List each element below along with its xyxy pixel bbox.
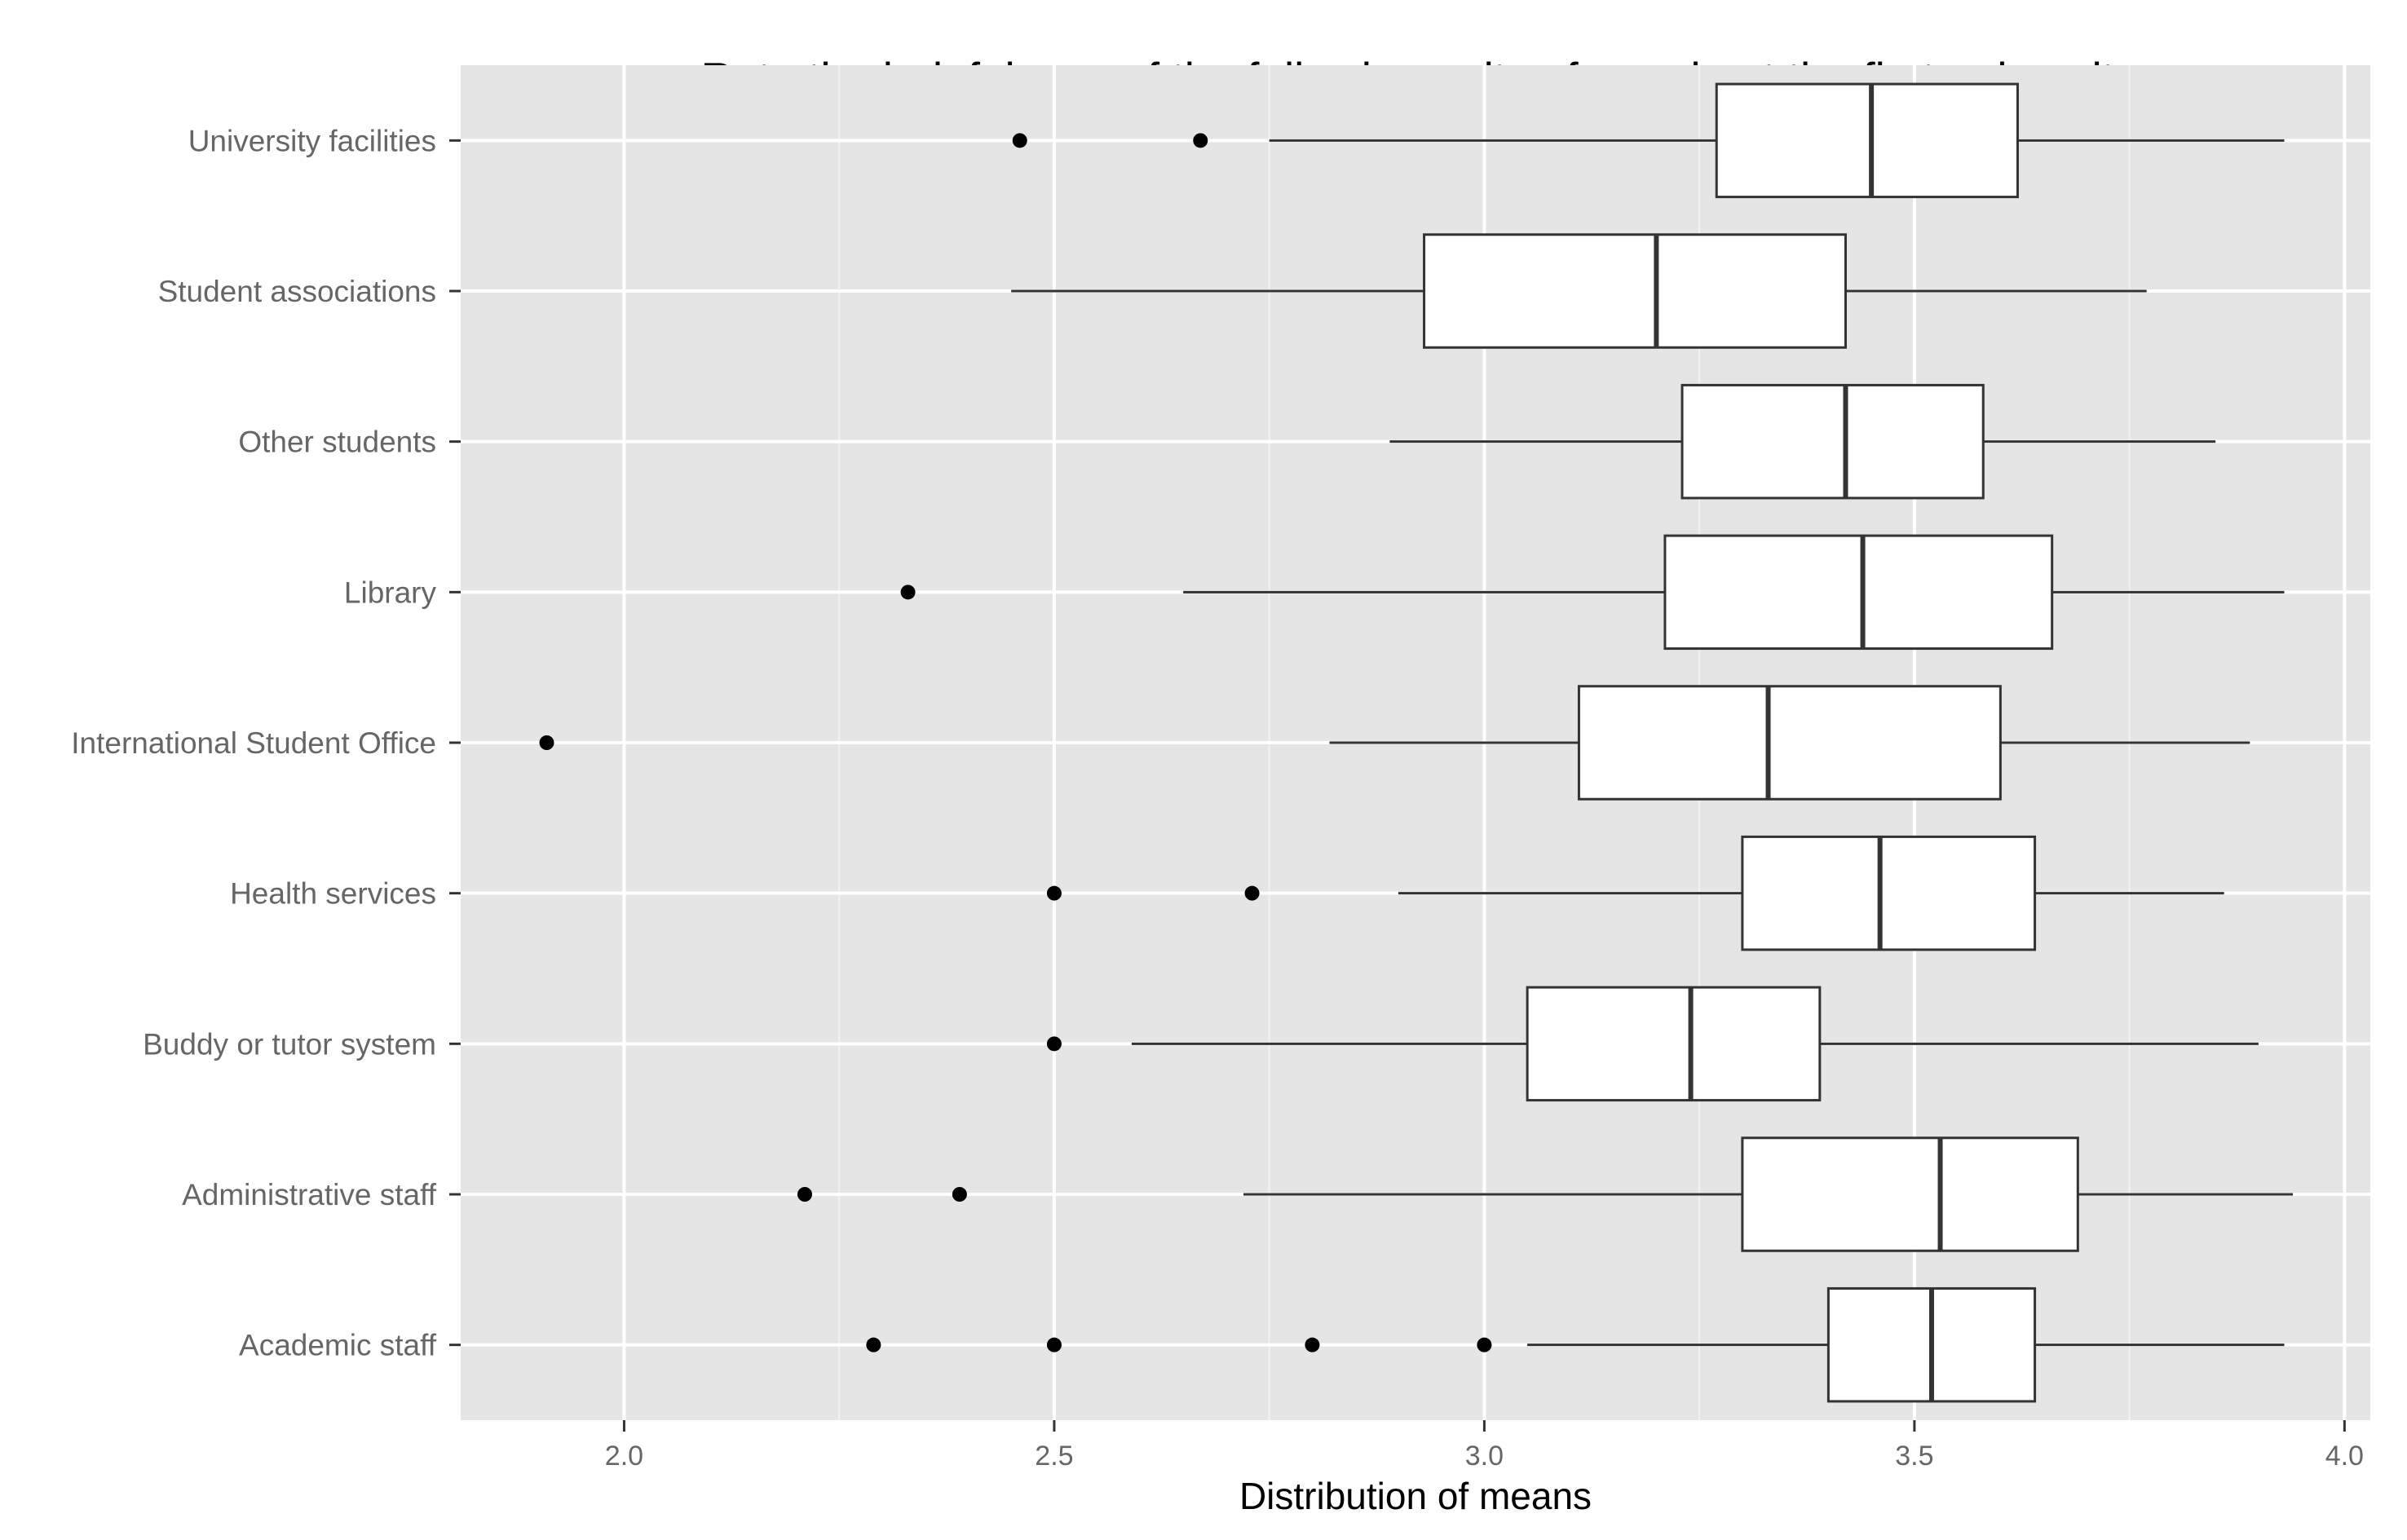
outlier-point: [866, 1337, 881, 1352]
outlier-point: [1046, 1337, 1062, 1352]
outlier-point: [1244, 885, 1260, 901]
y-axis: Academic staff Administrative staff Buddy …: [71, 124, 461, 1362]
box-iqr: [1577, 685, 2002, 801]
box-iqr: [1715, 82, 2019, 199]
y-tick-label: Administrative staff: [182, 1178, 437, 1211]
y-tick-label: Health services: [230, 877, 436, 911]
box-health-services: [1046, 835, 2224, 951]
outlier-point: [1193, 133, 1208, 148]
x-tick-label: 2.0: [605, 1441, 643, 1472]
box-student-associations: [1011, 233, 2147, 349]
box-iqr: [1680, 383, 1985, 500]
outlier-point: [797, 1187, 812, 1202]
y-tick-label: Library: [344, 576, 437, 609]
outlier-point: [1477, 1337, 1492, 1352]
box-iqr: [1741, 835, 2037, 951]
box-iqr: [1741, 1136, 2079, 1252]
x-tick-label: 3.5: [1895, 1441, 1933, 1472]
box-library: [900, 534, 2285, 651]
box-iqr: [1663, 534, 2054, 651]
box-iqr: [1423, 233, 1847, 349]
box-buddy-or-tutor-system: [1046, 986, 2259, 1102]
box-administrative-staff: [797, 1136, 2294, 1252]
y-tick-label: Academic staff: [239, 1329, 437, 1362]
x-tick-label: 4.0: [2325, 1441, 2364, 1472]
box-series: [539, 82, 2294, 1403]
outlier-point: [952, 1187, 967, 1202]
x-tick-label: 2.5: [1035, 1441, 1073, 1472]
y-tick-label: Other students: [238, 426, 436, 459]
box-other-students: [1389, 383, 2216, 500]
y-tick-label: Buddy or tutor system: [143, 1027, 436, 1061]
x-axis: 2.0 2.5 3.0 3.5 4.0: [605, 1420, 2364, 1472]
outlier-point: [539, 735, 554, 750]
box-iqr: [1526, 986, 1822, 1102]
outlier-point: [900, 585, 916, 600]
x-tick-label: 3.0: [1465, 1441, 1504, 1472]
box-academic-staff: [866, 1286, 2285, 1403]
outlier-point: [1046, 885, 1062, 901]
y-tick-label: International Student Office: [71, 726, 436, 760]
box-international-student-office: [539, 685, 2250, 801]
x-axis-label: Distribution of means: [1239, 1475, 1592, 1517]
outlier-point: [1046, 1036, 1062, 1052]
y-tick-label: University facilities: [188, 124, 436, 157]
outlier-point: [1305, 1337, 1320, 1352]
box-university-facilities: [1012, 82, 2285, 199]
outlier-point: [1012, 133, 1027, 148]
y-tick-label: Student associations: [158, 275, 436, 308]
